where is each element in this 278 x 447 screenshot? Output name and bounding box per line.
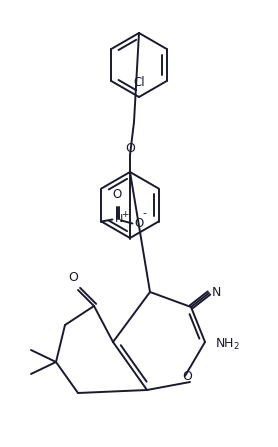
Text: Cl: Cl	[133, 76, 145, 89]
Text: O: O	[113, 187, 122, 201]
Text: N: N	[115, 215, 123, 224]
Text: O: O	[135, 217, 144, 230]
Text: O: O	[182, 371, 192, 384]
Text: O: O	[68, 271, 78, 284]
Text: -: -	[142, 208, 147, 219]
Text: NH$_2$: NH$_2$	[215, 337, 240, 351]
Text: N: N	[212, 287, 221, 299]
Text: +: +	[121, 210, 129, 219]
Text: O: O	[125, 142, 135, 155]
